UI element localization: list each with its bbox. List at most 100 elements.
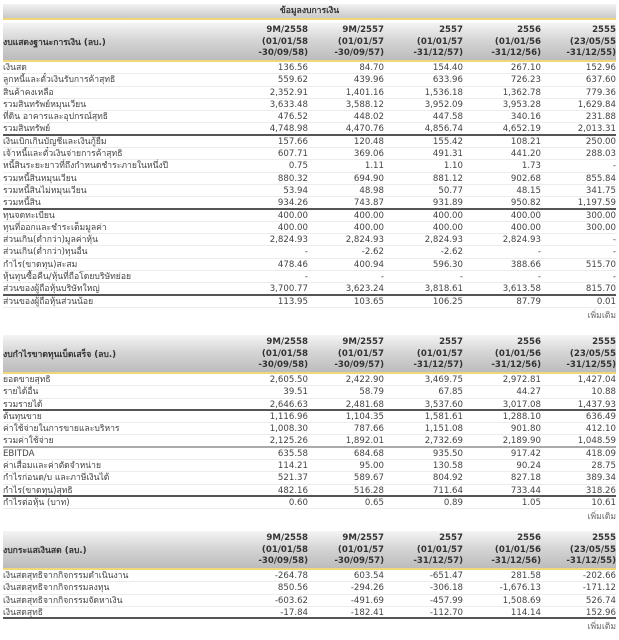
period-year: 9M/2557: [342, 533, 384, 543]
row-value: 4,470.76: [345, 124, 384, 135]
row-value: 779.36: [585, 87, 616, 98]
row-value: -: [537, 247, 541, 258]
divider: [3, 18, 616, 20]
period-header: 2556 (01/01/56 -31/12/56): [463, 23, 541, 60]
more-link[interactable]: เพิ่มเติม: [587, 310, 616, 321]
row-label: ส่วนของผู้ถือหุ้นส่วนน้อย: [3, 296, 94, 307]
row-value: 439.96: [353, 75, 384, 86]
row-value: 2,352.91: [269, 87, 308, 98]
row-value: 3,952.09: [424, 99, 463, 110]
row-value: 341.75: [585, 185, 616, 196]
row-value: 633.96: [432, 75, 463, 86]
period-header: 9M/2558 (01/01/58 -30/09/58): [235, 335, 308, 372]
period-header: 2556 (01/01/56 -31/12/56): [463, 531, 541, 568]
period-header: 2557 (01/01/57 -31/12/57): [384, 335, 463, 372]
row-label: กำไรต่อหุ้น (บาท): [3, 497, 70, 508]
row-value: 281.58: [510, 571, 541, 581]
row-label: รวมหนี้สิน: [3, 198, 41, 209]
period-from: (23/05/55: [569, 36, 616, 47]
row-value: 0.89: [443, 497, 463, 508]
row-value: 1,362.78: [502, 87, 541, 98]
row-value: -202.66: [582, 571, 616, 581]
row-value: -2.62: [361, 247, 384, 258]
row-value: -: [612, 247, 616, 258]
row-value: 2,605.50: [269, 375, 308, 385]
row-label: ส่วนของผู้ถือหุ้นบริษัทใหญ่: [3, 284, 100, 295]
table-row: ค่าเสื่อมและค่าตัดจำหน่าย 114.21 95.00 130.…: [3, 460, 616, 473]
row-value: 694.90: [353, 173, 384, 184]
table-row: ที่ดิน อาคารและอุปกรณ์สุทธิ 476.52 448.02 4…: [3, 111, 616, 124]
row-value: 108.21: [510, 136, 541, 147]
table-row: รวมหนี้สินหมุนเวียน 880.32 694.90 881.12 902…: [3, 173, 616, 185]
row-value: 607.71: [277, 149, 308, 160]
row-value: 58.79: [359, 387, 384, 398]
row-value: 733.44: [510, 485, 541, 496]
row-value: 635.58: [277, 448, 308, 459]
row-value: 855.84: [585, 173, 616, 184]
row-value: 48.15: [516, 185, 541, 196]
row-label: รวมสินทรัพย์: [3, 124, 51, 135]
row-value: 369.06: [353, 149, 384, 160]
row-value: 0.75: [288, 161, 308, 172]
period-to: -30/09/58): [258, 48, 308, 58]
row-value: 491.31: [432, 149, 463, 160]
row-value: -264.78: [274, 571, 308, 581]
more-link[interactable]: เพิ่มเติม: [587, 622, 616, 633]
row-value: 3,953.28: [502, 99, 541, 110]
row-value: 1,008.30: [269, 424, 308, 435]
table-row: รวมหนี้สิน 934.26 743.87 931.89 950.82 1,197.…: [3, 197, 616, 210]
row-value: 318.26: [585, 485, 616, 496]
row-value: 743.87: [353, 198, 384, 209]
period-to: -31/12/57): [413, 48, 463, 58]
row-label: หุ้นทุนซื้อคืน/หุ้นที่ถือโดยบริษัทย่อย: [3, 272, 132, 283]
table-row: เจ้าหนี้และตั๋วเงินจ่ายการค้าสุทธิ 607.71…: [3, 148, 616, 161]
row-value: -17.84: [280, 607, 308, 618]
row-value: 478.46: [277, 259, 308, 270]
row-value: 3,588.12: [345, 99, 384, 110]
period-year: 9M/2557: [342, 25, 384, 35]
row-value: 2,824.93: [502, 235, 541, 246]
table-row: เงินสดสุทธิจากกิจกรรมจัดหาเงิน -603.62 -49…: [3, 595, 616, 607]
row-value: 400.00: [277, 222, 308, 233]
row-value: 103.65: [353, 296, 384, 307]
row-label: รวมหนี้สินไม่หมุนเวียน: [3, 185, 87, 196]
row-value: 1,151.08: [424, 424, 463, 435]
period-header: 9M/2557 (01/01/57 -30/09/57): [308, 335, 384, 372]
period-year: 2555: [592, 533, 616, 543]
period-from: (23/05/55: [569, 544, 616, 555]
row-value: 389.34: [585, 473, 616, 484]
row-label: รวมสินทรัพย์หมุนเวียน: [3, 99, 87, 110]
row-value: -: [612, 272, 616, 283]
row-value: 231.88: [585, 112, 616, 123]
row-value: 637.60: [585, 75, 616, 86]
period-to: -31/12/57): [413, 360, 463, 370]
period-year: 2557: [439, 533, 463, 543]
row-label: รายได้อื่น: [3, 387, 39, 398]
period-header: 2556 (01/01/56 -31/12/56): [463, 335, 541, 372]
row-value: -651.47: [429, 571, 463, 581]
row-value: 67.85: [438, 387, 463, 398]
period-to: -31/12/55): [566, 556, 616, 566]
row-value: 726.23: [510, 75, 541, 86]
row-value: 3,017.08: [502, 399, 541, 410]
table-row: เงินสดสุทธิจากกิจกรรมดำเนินงาน -264.78 603…: [3, 570, 616, 583]
period-year: 9M/2558: [266, 533, 308, 543]
row-label: รวมหนี้สินหมุนเวียน: [3, 173, 77, 184]
row-value: 154.40: [432, 63, 463, 73]
row-value: 400.00: [510, 210, 541, 221]
row-value: 53.94: [283, 185, 308, 196]
period-year: 2555: [592, 337, 616, 347]
period-header: 9M/2557 (01/01/57 -30/09/57): [308, 531, 384, 568]
row-value: -112.70: [429, 607, 463, 618]
row-value: 1.73: [521, 161, 541, 172]
row-value: 4,856.74: [424, 124, 463, 135]
more-link[interactable]: เพิ่มเติม: [587, 512, 616, 523]
period-to: -31/12/57): [413, 556, 463, 566]
table-row: กำไรก่อนด/บ และภาษีเงินได้ 521.37 589.67 80…: [3, 472, 616, 485]
row-label: เงินเบิกเกินบัญชีและเงินกู้ยืม: [3, 136, 107, 147]
section-header: งบกระแสเงินสด (ลบ.) 9M/2558 (01/01/58 -30/0…: [3, 531, 616, 570]
row-label: หนี้สินระยะยาวที่ถึงกำหนดชำระภายในหนึ่งป…: [3, 161, 169, 172]
table-row: กำไร(ขาดทุน)สุทธิ 482.16 516.28 711.64 733.4…: [3, 485, 616, 497]
row-value: 2,972.81: [502, 375, 541, 385]
row-value: 934.26: [277, 198, 308, 209]
